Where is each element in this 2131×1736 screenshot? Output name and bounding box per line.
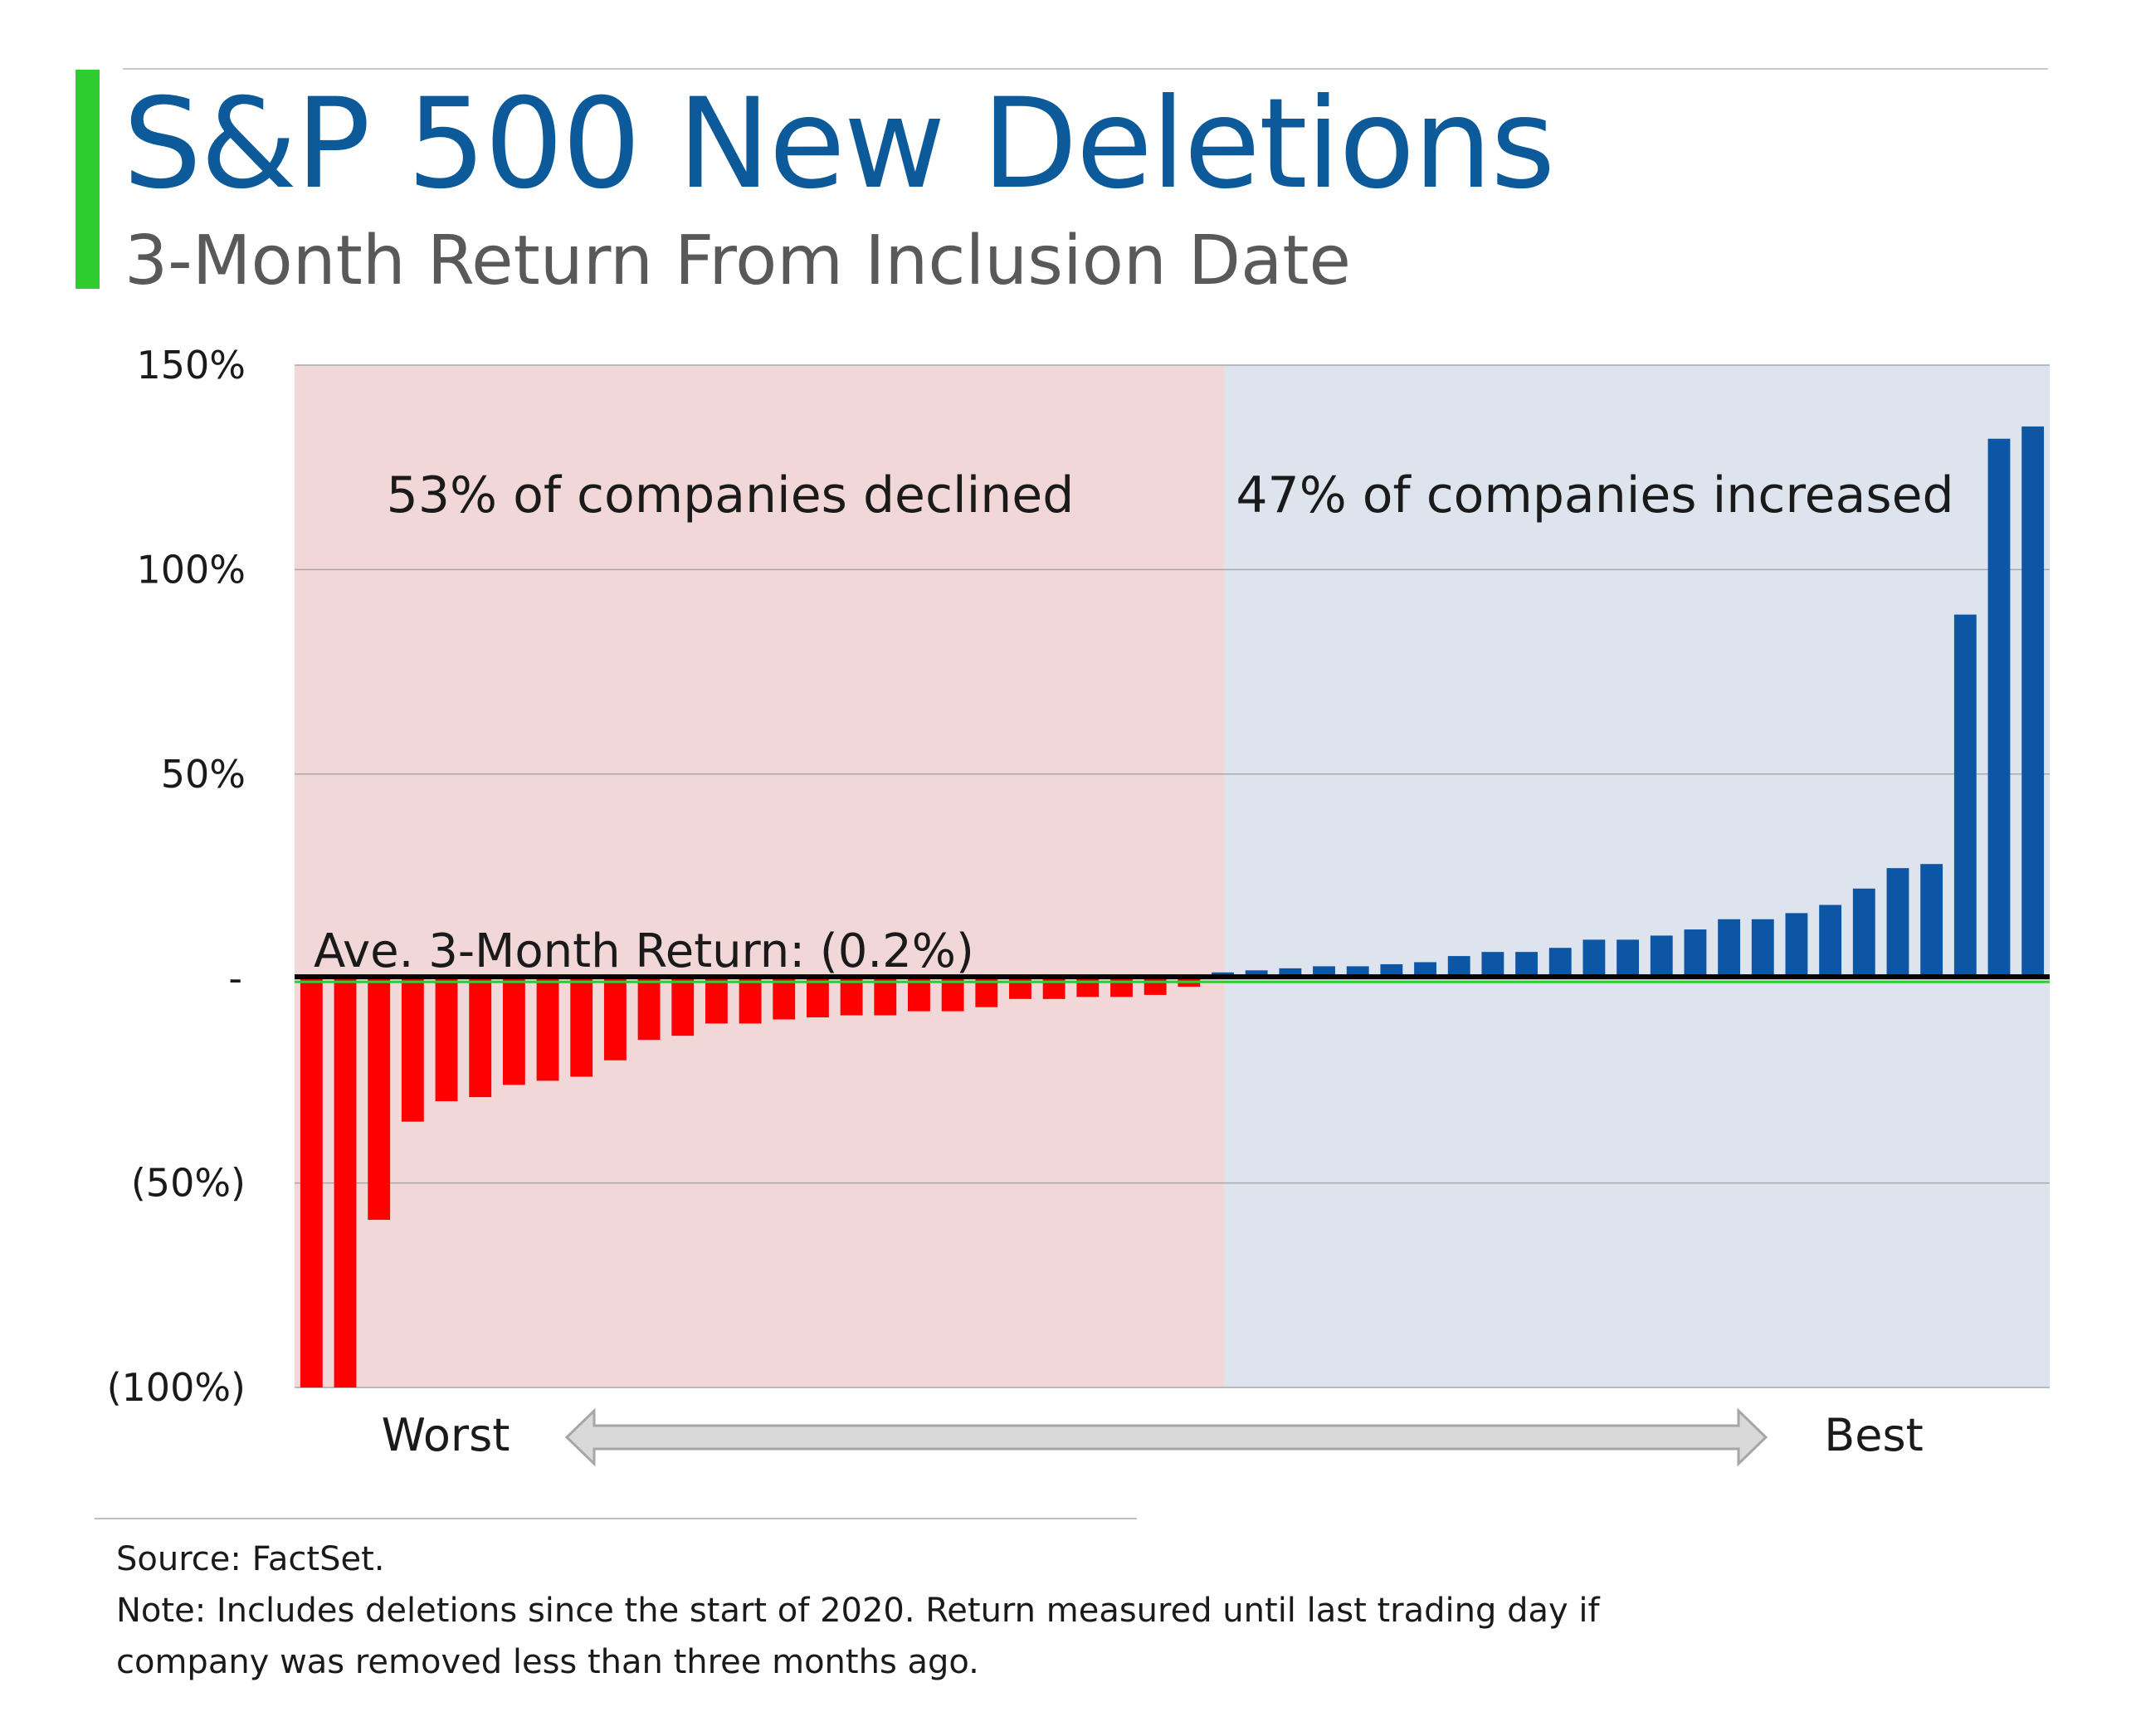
y-axis-ticks: 150% 100% 50% - (50%) (100%) bbox=[107, 343, 246, 1410]
y-tick-label: 50% bbox=[161, 752, 246, 797]
bar bbox=[773, 978, 796, 1020]
bar bbox=[603, 978, 627, 1061]
bar bbox=[1515, 952, 1538, 979]
bar bbox=[1548, 948, 1572, 979]
bar bbox=[1819, 905, 1842, 979]
bar bbox=[536, 978, 559, 1081]
bar bbox=[840, 978, 863, 1016]
bar bbox=[807, 978, 829, 1018]
bars bbox=[300, 426, 2045, 1387]
bar bbox=[1110, 978, 1133, 997]
chart-title: S&P 500 New Deletions bbox=[123, 72, 1555, 217]
methodology-note: Note: Includes deletions since the start… bbox=[116, 1592, 1600, 1681]
bar bbox=[705, 978, 728, 1024]
footnote-rule bbox=[95, 1518, 1137, 1519]
bar bbox=[2021, 426, 2045, 979]
bar-chart: 150% 100% 50% - (50%) (100%) Ave. 3-Month Ret… bbox=[107, 343, 2050, 1467]
increased-region-label: 47% of companies increased bbox=[1236, 466, 1953, 524]
bar bbox=[401, 978, 424, 1122]
positive-region bbox=[1224, 365, 2050, 1387]
bar bbox=[469, 978, 492, 1098]
bar bbox=[1920, 864, 1943, 979]
bar bbox=[1953, 614, 1977, 979]
bar bbox=[1684, 929, 1707, 979]
bar bbox=[1481, 952, 1504, 979]
bar bbox=[1751, 919, 1774, 979]
bar bbox=[671, 978, 695, 1036]
bar bbox=[1650, 935, 1673, 979]
worst-label: Worst bbox=[382, 1409, 510, 1461]
bar bbox=[1718, 919, 1741, 979]
y-tick-label: 150% bbox=[136, 343, 246, 388]
bar bbox=[975, 978, 998, 1007]
top-rule bbox=[123, 68, 2048, 70]
y-tick-label: 100% bbox=[136, 547, 246, 592]
bar bbox=[1582, 939, 1606, 979]
bar bbox=[908, 978, 930, 1012]
best-label: Best bbox=[1824, 1409, 1924, 1461]
accent-bar bbox=[76, 70, 100, 289]
source-note: Source: FactSet. bbox=[116, 1540, 385, 1578]
declined-region-label: 53% of companies declined bbox=[387, 466, 1075, 524]
bar bbox=[739, 978, 762, 1024]
bar bbox=[1987, 438, 2011, 979]
bar bbox=[874, 978, 897, 1016]
bar bbox=[368, 978, 391, 1220]
bar bbox=[637, 978, 661, 1041]
chart-subtitle: 3-Month Return From Inclusion Date bbox=[124, 222, 1351, 300]
negative-region bbox=[295, 365, 1225, 1387]
bar bbox=[1852, 888, 1875, 979]
y-tick-label: (50%) bbox=[131, 1161, 246, 1206]
double-arrow-icon bbox=[564, 1407, 1768, 1467]
bar bbox=[941, 978, 964, 1012]
bar bbox=[502, 978, 525, 1085]
average-label: Ave. 3-Month Return: (0.2%) bbox=[314, 924, 974, 978]
bar bbox=[1886, 868, 1909, 979]
bar bbox=[300, 978, 323, 1387]
bar bbox=[1076, 978, 1100, 997]
y-tick-label: (100%) bbox=[107, 1365, 246, 1410]
bar bbox=[570, 978, 593, 1077]
bar bbox=[1785, 913, 1808, 979]
bar bbox=[1617, 939, 1640, 979]
bar bbox=[435, 978, 458, 1102]
y-tick-label: - bbox=[228, 956, 242, 1001]
bar bbox=[334, 978, 357, 1387]
